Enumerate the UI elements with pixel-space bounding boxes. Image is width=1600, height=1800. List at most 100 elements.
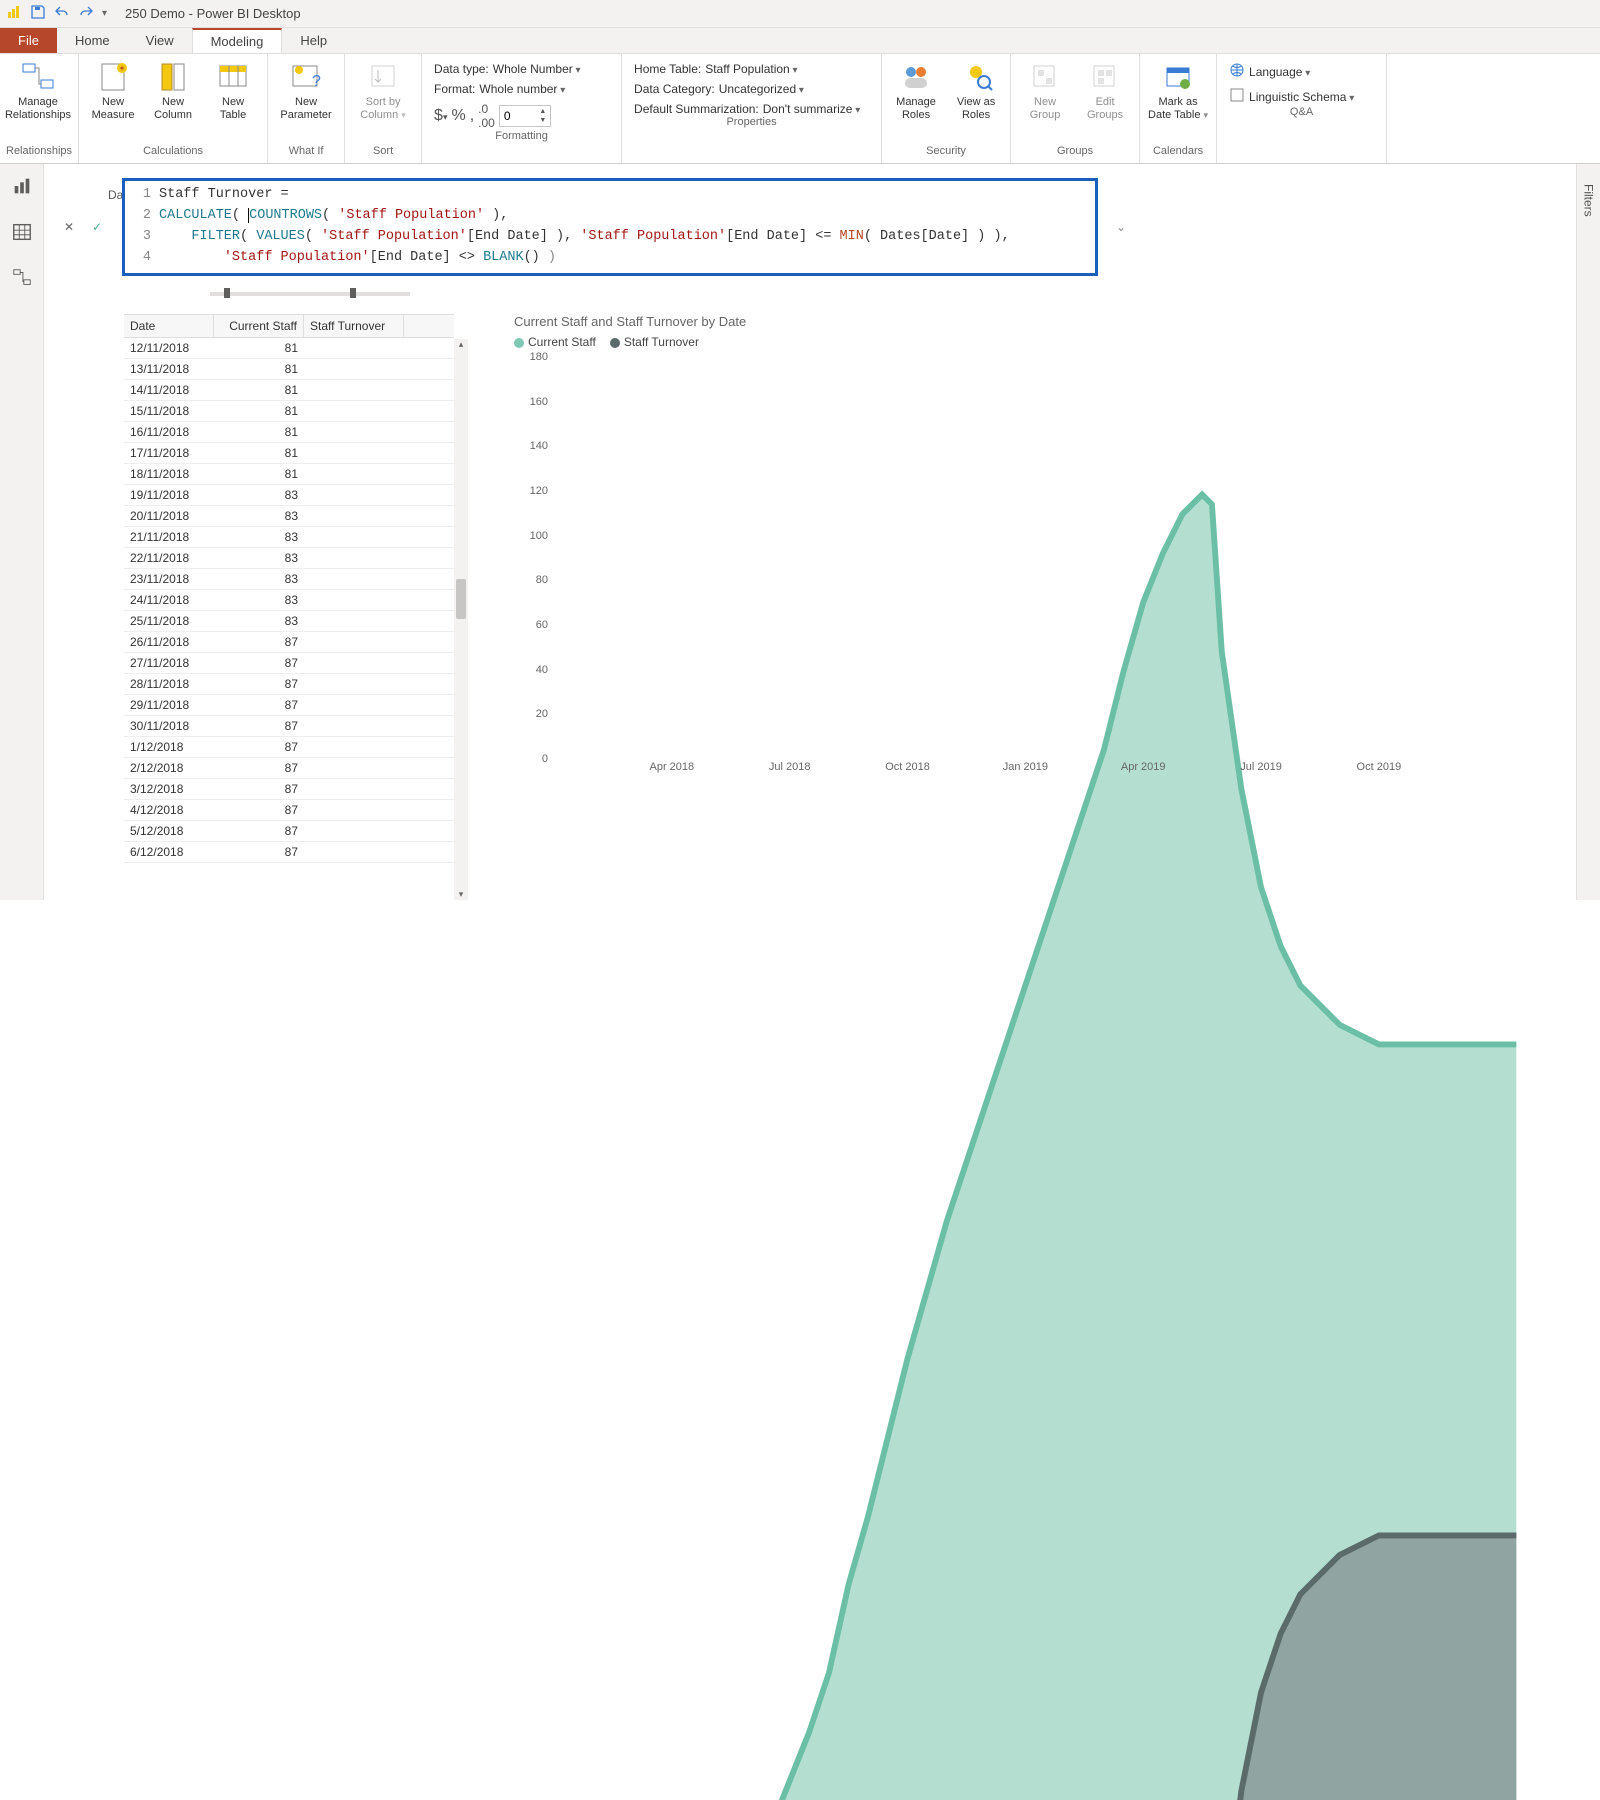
table-row[interactable]: 6/12/201887	[124, 842, 454, 863]
table-row[interactable]: 4/12/201887	[124, 800, 454, 821]
table-row[interactable]: 15/11/201881	[124, 401, 454, 422]
table-row[interactable]: 20/11/201883	[124, 506, 454, 527]
decimals-spinner[interactable]: ▲▼	[499, 105, 551, 127]
table-row[interactable]: 3/12/201887	[124, 779, 454, 800]
table-row[interactable]: 28/11/201887	[124, 674, 454, 695]
table-row[interactable]: 24/11/201883	[124, 590, 454, 611]
view-roles-icon	[959, 60, 993, 94]
filters-pane[interactable]: Filters	[1576, 164, 1600, 900]
y-tick: 0	[542, 753, 548, 765]
undo-icon[interactable]	[54, 4, 70, 23]
formula-accept-icon[interactable]: ✓	[88, 218, 106, 236]
table-row[interactable]: 16/11/201881	[124, 422, 454, 443]
datatype-dropdown[interactable]: Data type: Whole Number	[434, 62, 609, 76]
slicer-range-track[interactable]	[210, 290, 410, 298]
table-row[interactable]: 30/11/201887	[124, 716, 454, 737]
y-tick: 100	[530, 530, 548, 542]
group-security: Manage Roles View as Roles Security	[882, 54, 1011, 163]
table-row[interactable]: 23/11/201883	[124, 569, 454, 590]
spinner-down-icon[interactable]: ▼	[536, 116, 550, 125]
redo-icon[interactable]	[78, 4, 94, 23]
table-cell: 81	[214, 422, 304, 442]
table-cell	[304, 653, 404, 673]
scrollbar-thumb[interactable]	[456, 579, 466, 619]
measure-icon: ✶	[96, 60, 130, 94]
view-as-roles-button[interactable]: View as Roles	[948, 56, 1004, 121]
tab-view[interactable]: View	[128, 28, 192, 53]
table-row[interactable]: 26/11/201887	[124, 632, 454, 653]
table-row[interactable]: 27/11/201887	[124, 653, 454, 674]
decimals-input[interactable]	[500, 106, 536, 126]
table-row[interactable]: 12/11/201881	[124, 338, 454, 359]
table-row[interactable]: 19/11/201883	[124, 485, 454, 506]
table-row[interactable]: 1/12/201887	[124, 737, 454, 758]
new-table-button[interactable]: New Table	[205, 56, 261, 121]
sort-by-column-button[interactable]: Sort by Column ▾	[351, 56, 415, 121]
table-row[interactable]: 14/11/201881	[124, 380, 454, 401]
table-cell: 81	[214, 359, 304, 379]
mark-date-table-button[interactable]: Mark as Date Table ▾	[1146, 56, 1210, 121]
area-chart-visual[interactable]: Current Staff and Staff Turnover by Date…	[514, 314, 1536, 814]
scroll-up-icon[interactable]: ▴	[454, 339, 468, 350]
report-view-button[interactable]	[8, 172, 36, 200]
manage-roles-button[interactable]: Manage Roles	[888, 56, 944, 121]
table-row[interactable]: 22/11/201883	[124, 548, 454, 569]
currency-button[interactable]: $▾	[434, 107, 447, 125]
language-dropdown[interactable]: Language	[1229, 62, 1374, 81]
new-measure-button[interactable]: ✶ New Measure	[85, 56, 141, 121]
percent-button[interactable]: %	[451, 107, 465, 125]
qat-dropdown-icon[interactable]: ▾	[102, 8, 107, 19]
legend-item[interactable]: Staff Turnover	[610, 335, 699, 349]
legend-item[interactable]: Current Staff	[514, 335, 596, 349]
table-row[interactable]: 17/11/201881	[124, 443, 454, 464]
save-icon[interactable]	[30, 4, 46, 23]
data-view-button[interactable]	[8, 218, 36, 246]
schema-icon	[1229, 87, 1245, 106]
tab-home[interactable]: Home	[57, 28, 128, 53]
edit-groups-button[interactable]: Edit Groups	[1077, 56, 1133, 121]
table-row[interactable]: 18/11/201881	[124, 464, 454, 485]
datacategory-dropdown[interactable]: Data Category: Uncategorized	[634, 82, 869, 96]
table-cell: 23/11/2018	[124, 569, 214, 589]
table-row[interactable]: 13/11/201881	[124, 359, 454, 380]
manage-relationships-button[interactable]: Manage Relationships	[6, 56, 70, 121]
formula-expand-icon[interactable]: ⌄	[1116, 220, 1126, 234]
table-cell: 87	[214, 716, 304, 736]
table-scrollbar[interactable]: ▴ ▾	[454, 339, 468, 900]
col-current-staff[interactable]: Current Staff	[214, 315, 304, 337]
formula-editor[interactable]: 1Staff Turnover = 2CALCULATE( ​COUNTROWS…	[122, 178, 1098, 276]
table-row[interactable]: 2/12/201887	[124, 758, 454, 779]
col-staff-turnover[interactable]: Staff Turnover	[304, 315, 404, 337]
ribbon-tabs: File Home View Modeling Help	[0, 28, 1600, 54]
table-row[interactable]: 25/11/201883	[124, 611, 454, 632]
table-cell	[304, 779, 404, 799]
hometable-dropdown[interactable]: Home Table: Staff Population	[634, 62, 869, 76]
table-row[interactable]: 29/11/201887	[124, 695, 454, 716]
chart-title: Current Staff and Staff Turnover by Date	[514, 314, 1536, 329]
decimal-icon[interactable]: .0.00	[478, 102, 495, 130]
tab-help[interactable]: Help	[282, 28, 345, 53]
new-group-button[interactable]: New Group	[1017, 56, 1073, 121]
tab-modeling[interactable]: Modeling	[192, 28, 283, 53]
scroll-down-icon[interactable]: ▾	[454, 889, 468, 900]
chart-plot-area: 020406080100120140160180 Apr 2018Jul 201…	[554, 357, 1536, 777]
table-row[interactable]: 21/11/201883	[124, 527, 454, 548]
format-dropdown[interactable]: Format: Whole number	[434, 82, 609, 96]
table-cell: 26/11/2018	[124, 632, 214, 652]
file-tab[interactable]: File	[0, 28, 57, 53]
spinner-up-icon[interactable]: ▲	[536, 107, 550, 116]
new-parameter-button[interactable]: ? New Parameter	[274, 56, 338, 121]
thousands-button[interactable]: ,	[470, 107, 474, 125]
table-row[interactable]: 5/12/201887	[124, 821, 454, 842]
col-date[interactable]: Date	[124, 315, 214, 337]
model-view-button[interactable]	[8, 264, 36, 292]
chart-legend: Current Staff Staff Turnover	[514, 335, 1536, 349]
table-cell: 87	[214, 779, 304, 799]
data-table-visual[interactable]: Date Current Staff Staff Turnover 12/11/…	[124, 314, 454, 900]
table-cell: 87	[214, 842, 304, 862]
linguistic-schema-dropdown[interactable]: Linguistic Schema	[1229, 87, 1374, 106]
summarization-dropdown[interactable]: Default Summarization: Don't summarize	[634, 102, 869, 116]
new-column-button[interactable]: New Column	[145, 56, 201, 121]
group-label: Q&A	[1223, 106, 1380, 124]
formula-cancel-icon[interactable]: ✕	[60, 218, 78, 236]
